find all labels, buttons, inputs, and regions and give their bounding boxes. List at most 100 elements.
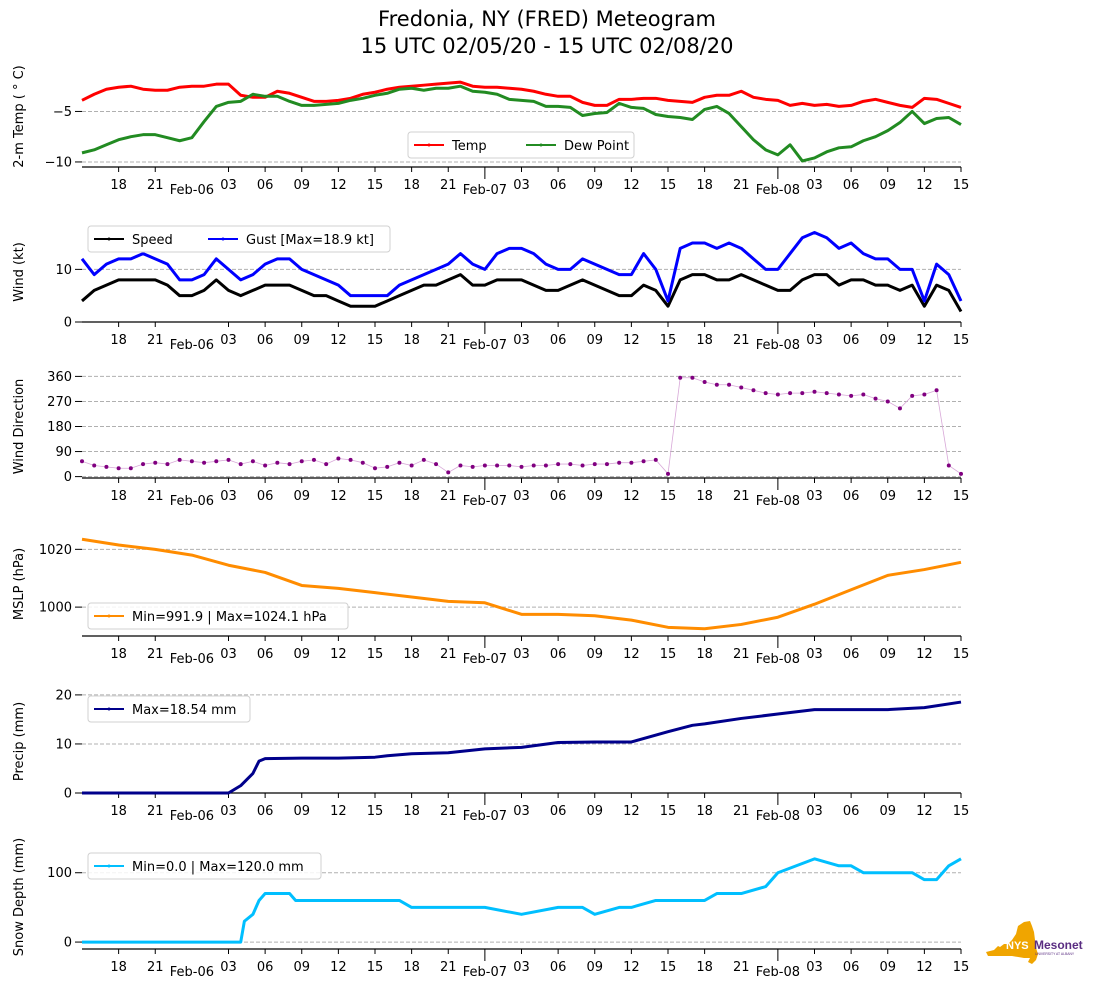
x-tick-label: 18 bbox=[110, 960, 127, 975]
data-point bbox=[263, 463, 268, 468]
data-point bbox=[373, 466, 377, 471]
data-point bbox=[604, 462, 609, 467]
data-point bbox=[299, 459, 304, 464]
data-point bbox=[446, 470, 451, 475]
y-tick-label: 180 bbox=[47, 420, 72, 435]
panel-mslp: 1000 1020 MSLP (hPa) 18 21 03 06 09 12 15 18 21 03 06… bbox=[12, 537, 969, 667]
x-date-label: Feb-07 bbox=[463, 494, 507, 509]
x-date-label: Feb-06 bbox=[170, 338, 214, 353]
x-tick-label: 18 bbox=[696, 178, 713, 193]
x-tick-label: 06 bbox=[550, 647, 567, 662]
legend-label: Max=18.54 mm bbox=[132, 703, 236, 718]
y-tick-label: 10 bbox=[55, 263, 72, 278]
x-tick-label: 15 bbox=[660, 489, 677, 504]
nys-mesonet-logo: NYS Mesonet UNIVERSITY AT ALBANY bbox=[986, 921, 1083, 964]
y-tick-label: 20 bbox=[55, 688, 72, 703]
x-tick-label: 18 bbox=[403, 804, 420, 819]
title-period: 15 UTC 02/05/20 - 15 UTC 02/08/20 bbox=[360, 34, 734, 58]
data-point bbox=[727, 382, 732, 387]
x-tick-label: 21 bbox=[440, 647, 457, 662]
series-line-wind-0 bbox=[81, 273, 963, 313]
data-point bbox=[824, 391, 829, 396]
data-point bbox=[934, 388, 939, 393]
data-point bbox=[348, 457, 353, 462]
data-point bbox=[128, 466, 133, 471]
x-tick-label: 15 bbox=[367, 647, 384, 662]
x-tick-label: 06 bbox=[257, 489, 274, 504]
x-tick-label: 03 bbox=[513, 178, 530, 193]
data-point bbox=[324, 462, 329, 467]
title-station: Fredonia, NY (FRED) Meteogram bbox=[378, 7, 716, 31]
y-tick-label: 360 bbox=[47, 370, 72, 385]
x-tick-label: 09 bbox=[879, 489, 896, 504]
legend-marker bbox=[107, 614, 111, 618]
data-point bbox=[922, 392, 927, 397]
data-point bbox=[165, 462, 170, 467]
data-point bbox=[739, 385, 744, 390]
data-point bbox=[763, 391, 768, 396]
legend-marker bbox=[427, 143, 431, 147]
legend-mslp: Min=991.9 | Max=1024.1 hPa bbox=[87, 602, 349, 630]
x-tick-label: 09 bbox=[586, 804, 603, 819]
data-point bbox=[153, 460, 158, 465]
x-tick-label: 06 bbox=[550, 960, 567, 975]
legend-marker bbox=[107, 864, 111, 868]
x-tick-label: 03 bbox=[806, 178, 823, 193]
data-point bbox=[177, 457, 182, 462]
x-tick-label: 15 bbox=[367, 178, 384, 193]
x-tick-label: 21 bbox=[733, 489, 750, 504]
x-tick-label: 15 bbox=[367, 804, 384, 819]
x-tick-label: 12 bbox=[330, 647, 347, 662]
x-tick-label: 03 bbox=[220, 489, 237, 504]
x-tick-label: 06 bbox=[257, 960, 274, 975]
panel-wind: 0 10 Wind (kt) 18 21 03 06 09 12 15 18 21 03 06 09 12 15… bbox=[12, 225, 969, 353]
y-tick-label: 1000 bbox=[39, 601, 72, 616]
data-point bbox=[751, 388, 756, 393]
x-tick-label: 09 bbox=[879, 960, 896, 975]
y-axis-label: Wind Direction bbox=[12, 379, 27, 475]
legend-wind: Speed Gust [Max=18.9 kt] bbox=[87, 225, 391, 253]
series-line-snow-0 bbox=[82, 857, 962, 944]
data-point bbox=[580, 463, 585, 468]
y-tick-label: 0 bbox=[64, 936, 72, 951]
x-date-label: Feb-07 bbox=[463, 338, 507, 353]
logo-mesonet-text: Mesonet bbox=[1034, 938, 1083, 952]
legend-label: Dew Point bbox=[564, 139, 629, 154]
x-tick-label: 12 bbox=[330, 804, 347, 819]
x-tick-label: 21 bbox=[147, 804, 164, 819]
x-tick-label: 06 bbox=[843, 647, 860, 662]
data-point bbox=[617, 460, 622, 465]
x-tick-label: 03 bbox=[806, 804, 823, 819]
data-point bbox=[104, 464, 109, 469]
y-axis-label: Precip (mm) bbox=[12, 702, 27, 781]
x-tick-label: 09 bbox=[293, 960, 310, 975]
x-date-label: Feb-07 bbox=[463, 183, 507, 198]
legend-box bbox=[87, 602, 349, 630]
x-tick-label: 06 bbox=[843, 333, 860, 348]
data-point bbox=[812, 389, 817, 394]
x-tick-label: 09 bbox=[586, 178, 603, 193]
x-tick-label: 18 bbox=[403, 960, 420, 975]
x-tick-label: 12 bbox=[330, 178, 347, 193]
x-tick-label: 12 bbox=[623, 489, 640, 504]
x-tick-label: 18 bbox=[696, 804, 713, 819]
data-point bbox=[910, 393, 915, 398]
x-tick-label: 15 bbox=[660, 647, 677, 662]
x-tick-label: 12 bbox=[623, 178, 640, 193]
data-point bbox=[470, 464, 475, 469]
series-line-temp-1 bbox=[81, 84, 962, 163]
legend-temp: Temp Dew Point bbox=[407, 131, 635, 159]
x-date-label: Feb-07 bbox=[463, 809, 507, 824]
legend-box bbox=[87, 852, 322, 880]
data-point bbox=[641, 459, 646, 464]
data-point bbox=[214, 459, 219, 464]
y-tick-label: 1020 bbox=[39, 543, 72, 558]
x-tick-label: 03 bbox=[806, 333, 823, 348]
series-line-wdir bbox=[81, 377, 962, 475]
x-tick-label: 09 bbox=[879, 178, 896, 193]
x-tick-label: 12 bbox=[330, 333, 347, 348]
data-point bbox=[666, 471, 670, 476]
y-tick-label: 100 bbox=[47, 866, 72, 881]
x-date-label: Feb-06 bbox=[170, 809, 214, 824]
